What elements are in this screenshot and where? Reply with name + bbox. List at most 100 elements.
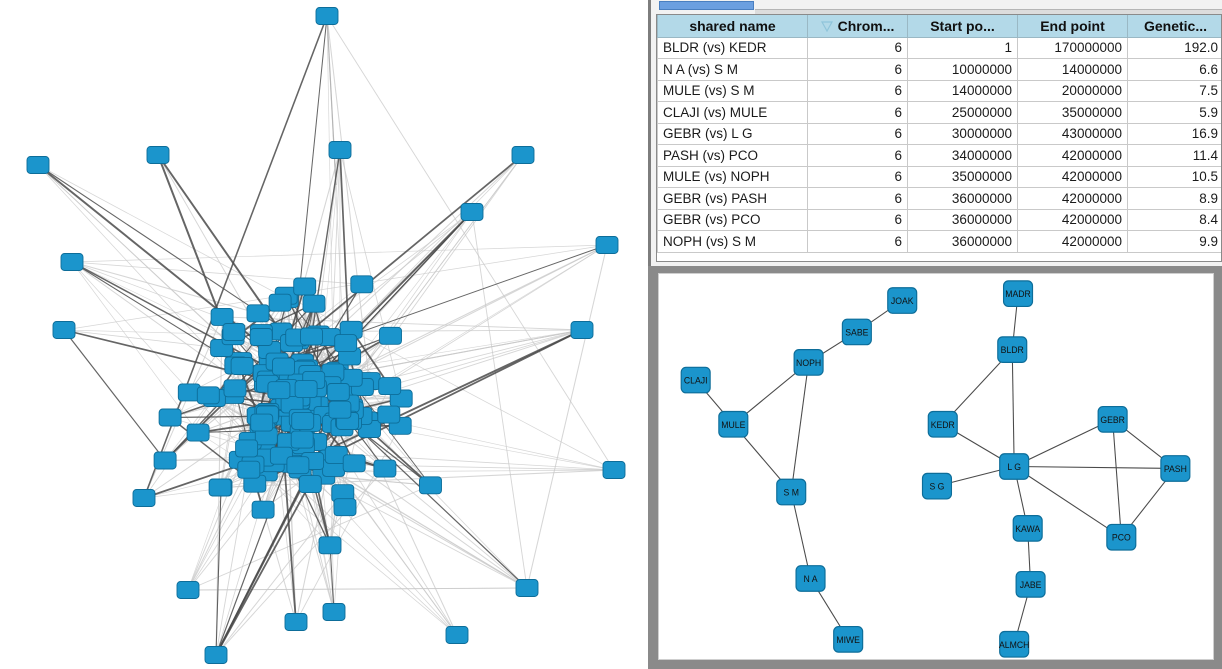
subnetwork-node[interactable]: S G [921,472,953,500]
large-network-node[interactable] [445,626,469,644]
subnetwork-node[interactable]: MADR [1002,280,1034,307]
large-network-node[interactable] [210,307,234,326]
subnetwork-node-shape[interactable] [999,453,1030,480]
large-network-node[interactable] [286,456,310,475]
table-cell-shared_name[interactable]: N A (vs) S M [657,58,808,81]
table-cell-chromosome[interactable]: 6 [807,79,908,102]
large-network-node[interactable] [267,381,291,400]
large-network-node[interactable] [298,475,322,494]
large-network-graph-panel[interactable] [0,0,648,669]
table-cell-end_point[interactable]: 43000000 [1017,122,1128,145]
large-network-node[interactable] [158,408,182,427]
table-cell-shared_name[interactable]: BLDR (vs) KEDR [657,36,808,59]
large-network-edge[interactable] [295,425,401,623]
large-network-edge[interactable] [187,484,431,591]
large-network-node[interactable] [333,498,357,517]
subnetwork-node-shape[interactable] [927,410,958,438]
large-network-node[interactable] [328,141,352,159]
large-network-node[interactable] [186,423,210,442]
large-network-edge[interactable] [329,545,335,613]
large-network-edge[interactable] [71,244,608,263]
table-cell-genetic[interactable]: 8.4 [1127,208,1221,231]
table-cell-start_point[interactable]: 36000000 [907,208,1018,231]
large-network-node[interactable] [350,275,374,294]
large-network-node[interactable] [326,383,350,401]
large-network-edge[interactable] [63,244,608,331]
edge-attribute-table[interactable]: shared name Chrom... Start po... [657,15,1221,253]
column-header-start-point[interactable]: Start po... [907,15,1018,38]
table-cell-start_point[interactable]: 36000000 [907,230,1018,253]
large-network-edge[interactable] [526,244,608,589]
large-network-node[interactable] [318,536,342,555]
subnetwork-node[interactable]: ALMCH [999,630,1029,658]
table-cell-chromosome[interactable]: 6 [807,122,908,145]
table-cell-shared_name[interactable]: GEBR (vs) L G [657,122,808,145]
table-cell-shared_name[interactable]: GEBR (vs) PCO [657,208,808,231]
table-row[interactable]: MULE (vs) NOPH 6 35000000 42000000 10.5 [657,165,1221,188]
table-cell-start_point[interactable]: 25000000 [907,101,1018,124]
subnetwork-canvas[interactable]: JOAK MADR SABE BLDR NOPH CLAJI GEBR KEDR MULE L G… [658,273,1214,660]
large-network-node[interactable] [208,478,232,497]
table-scroll-container[interactable]: shared name Chrom... Start po... [656,14,1222,262]
column-header-genetic[interactable]: Genetic... [1127,15,1221,38]
subnetwork-edge[interactable] [1112,419,1122,538]
subnetwork-edge[interactable] [1013,418,1113,467]
subnetwork-node-shape[interactable] [680,366,711,394]
subnetwork-node-shape[interactable] [718,410,749,438]
table-cell-genetic[interactable]: 9.9 [1127,230,1221,253]
table-row[interactable]: CLAJI (vs) MULE 6 25000000 35000000 5.9 [657,101,1221,124]
large-network-node[interactable] [342,454,366,473]
large-network-node[interactable] [153,451,177,470]
table-cell-shared_name[interactable]: NOPH (vs) S M [657,230,808,253]
large-network-edge[interactable] [63,329,222,349]
table-cell-start_point[interactable]: 36000000 [907,187,1018,210]
large-network-node[interactable] [196,386,220,405]
table-row[interactable]: N A (vs) S M 6 10000000 14000000 6.6 [657,58,1221,81]
table-cell-start_point[interactable]: 34000000 [907,144,1018,167]
large-network-node[interactable] [268,293,292,312]
subnetwork-node[interactable]: N A [795,565,826,592]
table-cell-genetic[interactable]: 11.4 [1127,144,1221,167]
large-network-edge[interactable] [471,211,528,589]
table-cell-start_point[interactable]: 1 [907,36,1018,59]
large-network-edge[interactable] [329,420,351,546]
table-row[interactable]: NOPH (vs) S M 6 36000000 42000000 9.9 [657,230,1221,253]
table-cell-end_point[interactable]: 20000000 [1017,79,1128,102]
large-network-edge[interactable] [295,458,331,623]
subnetwork-edge[interactable] [790,362,810,493]
large-network-node[interactable] [602,461,626,479]
large-network-node[interactable] [132,489,156,507]
subnetwork-node[interactable]: BLDR [997,336,1028,363]
subnetwork-node-shape[interactable] [793,349,824,376]
large-network-node[interactable] [373,459,397,478]
table-row[interactable]: MULE (vs) S M 6 14000000 20000000 7.5 [657,79,1221,102]
large-network-edge[interactable] [339,149,402,399]
subnetwork-node[interactable]: MIWE [833,626,864,653]
table-cell-start_point[interactable]: 30000000 [907,122,1018,145]
subnetwork-edge[interactable] [1011,349,1015,467]
table-cell-chromosome[interactable]: 6 [807,36,908,59]
subnetwork-node[interactable]: PASH [1160,455,1191,482]
table-cell-genetic[interactable]: 7.5 [1127,79,1221,102]
table-cell-end_point[interactable]: 35000000 [1017,101,1128,124]
large-network-node[interactable] [176,581,200,599]
table-row[interactable]: PASH (vs) PCO 6 34000000 42000000 11.4 [657,144,1221,167]
large-network-node[interactable] [235,439,259,458]
large-network-edge[interactable] [143,475,324,499]
large-network-edge[interactable] [351,407,458,636]
subnetwork-node[interactable]: JABE [1015,571,1046,598]
large-network-node[interactable] [322,603,346,621]
large-network-node[interactable] [290,430,314,449]
table-cell-genetic[interactable]: 192.0 [1127,36,1221,59]
subnetwork-node-shape[interactable] [1002,280,1034,307]
large-network-edge[interactable] [37,164,288,300]
large-network-node[interactable] [246,304,270,323]
large-network-node[interactable] [146,146,170,164]
subnetwork-node[interactable]: MULE [718,410,749,438]
subnetwork-node-shape[interactable] [997,336,1028,363]
table-cell-chromosome[interactable]: 6 [807,208,908,231]
table-body[interactable]: BLDR (vs) KEDR 6 1 170000000 192.0 N A (vs) S… [657,36,1221,253]
large-network-node[interactable] [222,323,246,341]
table-cell-genetic[interactable]: 5.9 [1127,101,1221,124]
table-cell-genetic[interactable]: 8.9 [1127,187,1221,210]
